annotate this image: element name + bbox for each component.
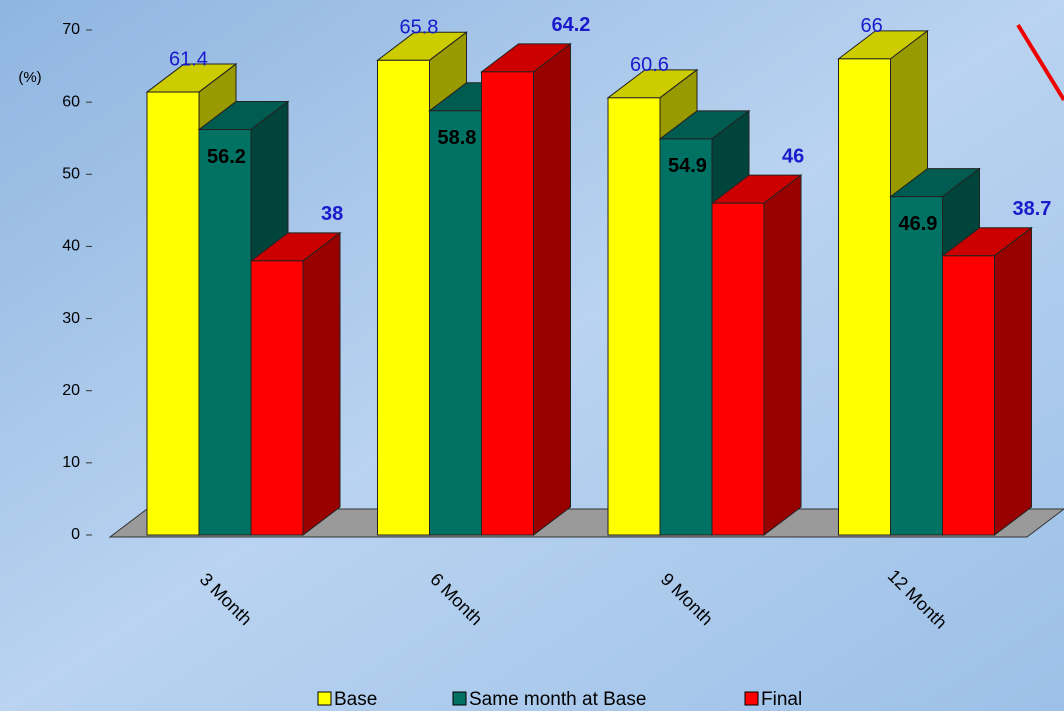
bar bbox=[146, 91, 200, 536]
legend-label: Same month at Base bbox=[469, 689, 646, 710]
y-tick-label: 70 bbox=[62, 21, 80, 38]
bar bbox=[838, 58, 891, 536]
data-label: 58.8 bbox=[438, 127, 477, 149]
data-label: 38 bbox=[321, 203, 343, 225]
y-tick-label: 40 bbox=[62, 238, 80, 255]
y-tick-label: 50 bbox=[62, 166, 80, 183]
bar-side bbox=[302, 231, 341, 537]
y-tick-label: 20 bbox=[62, 382, 80, 399]
decoration-line bbox=[1016, 23, 1064, 102]
legend-swatch bbox=[452, 691, 467, 706]
legend-swatch bbox=[744, 691, 759, 706]
y-tick-label: 30 bbox=[62, 310, 80, 327]
data-label: 46 bbox=[782, 145, 804, 167]
legend-swatch bbox=[317, 691, 332, 706]
data-label: 61.4 bbox=[169, 48, 208, 70]
data-label: 54.9 bbox=[668, 155, 707, 177]
y-tick-label: 10 bbox=[62, 454, 80, 471]
bar-side bbox=[533, 42, 571, 537]
bar bbox=[481, 71, 534, 536]
data-label: 56.2 bbox=[207, 146, 246, 168]
bar bbox=[711, 202, 765, 536]
bar bbox=[250, 260, 304, 536]
data-label: 65.8 bbox=[400, 17, 439, 39]
floor bbox=[108, 508, 1064, 538]
data-label: 60.6 bbox=[630, 54, 669, 76]
bar bbox=[890, 196, 943, 536]
bar-side bbox=[994, 226, 1032, 537]
bar bbox=[607, 97, 661, 536]
unit-label: (%) bbox=[18, 69, 41, 86]
bar bbox=[429, 110, 482, 536]
bar bbox=[659, 138, 713, 536]
legend-label: Base bbox=[334, 689, 377, 710]
data-label: 38.7 bbox=[1013, 198, 1052, 220]
y-tick-label: 60 bbox=[62, 93, 80, 110]
legend-label: Final bbox=[761, 689, 802, 710]
bar bbox=[942, 255, 995, 536]
data-label: 46.9 bbox=[899, 213, 938, 235]
data-label: 66 bbox=[861, 15, 883, 37]
bar-side bbox=[763, 174, 802, 537]
y-tick-label: 0 bbox=[71, 526, 80, 543]
bar bbox=[198, 129, 252, 536]
data-label: 64.2 bbox=[552, 14, 591, 36]
bar bbox=[377, 59, 430, 536]
